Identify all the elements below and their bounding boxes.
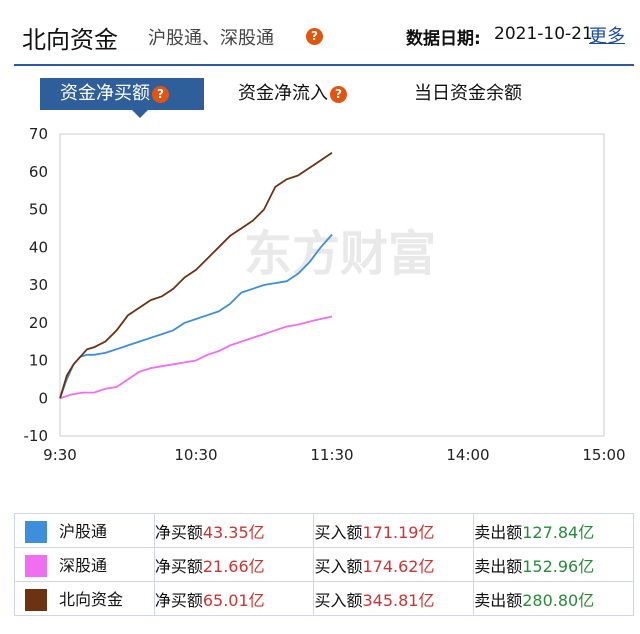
y-tick-label: 0 — [38, 389, 48, 407]
chart-axes: -10 0 10 20 30 40 50 60 70 9:30 10:30 11:30 14:00 15:… — [24, 125, 626, 464]
net-value: 43.35亿 — [202, 522, 265, 542]
legend-row: 北向资金 净买额65.01亿 买入额345.81亿 卖出额280.80亿 — [14, 581, 634, 616]
y-tick-label: 60 — [29, 163, 48, 181]
tab-label: 资金净买额 — [60, 83, 150, 104]
series-swatch — [25, 521, 47, 544]
sell-value: 127.84亿 — [522, 522, 595, 542]
page-subtitle: 沪股通、深股通 — [148, 28, 274, 49]
buy-label: 买入额 — [314, 590, 363, 610]
series-name: 沪股通 — [59, 521, 108, 541]
y-tick-label: 50 — [29, 201, 48, 219]
tab-label: 当日资金余额 — [414, 83, 522, 104]
sell-value: 280.80亿 — [522, 590, 595, 610]
sell-label: 卖出额 — [474, 522, 523, 542]
chart-grid — [59, 133, 605, 437]
y-tick-label: 20 — [29, 314, 48, 332]
tab-label: 资金净流入 — [238, 83, 328, 104]
header-divider — [14, 64, 634, 66]
series-line — [59, 234, 333, 399]
legend-cell: 北向资金 — [14, 581, 155, 616]
legend-table: 沪股通 净买额43.35亿 买入额171.19亿 卖出额127.84亿 深股通 净买额21… — [14, 513, 634, 616]
series-line — [59, 315, 333, 400]
help-icon[interactable]: ? — [330, 85, 347, 103]
page-title: 北向资金 — [22, 26, 118, 54]
buy-label: 买入额 — [314, 522, 363, 542]
help-icon[interactable]: ? — [152, 85, 169, 103]
net-label: 净买额 — [154, 556, 203, 576]
net-label: 净买额 — [154, 590, 203, 610]
net-value: 65.01亿 — [202, 590, 265, 610]
legend-cell: 卖出额127.84亿 — [473, 513, 634, 548]
tab-bar: 资金净买额? 资金净流入? 当日资金余额 — [0, 78, 640, 118]
legend-cell: 买入额174.62亿 — [313, 547, 475, 582]
buy-label: 买入额 — [314, 556, 363, 576]
legend-cell: 深股通 — [14, 547, 155, 582]
legend-cell: 买入额171.19亿 — [313, 513, 475, 548]
tab-net-buy[interactable]: 资金净买额? — [40, 78, 204, 118]
plot-frame — [59, 133, 605, 437]
y-tick-label: 40 — [29, 238, 48, 256]
series-name: 北向资金 — [59, 589, 124, 609]
line-chart: 东方财富 -10 0 10 20 30 40 50 60 70 9:30 10:30 11:30 14:… — [24, 125, 626, 464]
tab-net-inflow[interactable]: 资金净流入? — [238, 78, 347, 110]
legend-cell: 卖出额280.80亿 — [473, 581, 634, 616]
legend-cell: 卖出额152.96亿 — [473, 547, 634, 582]
header: 北向资金 沪股通、深股通 ? 数据日期: 2021-10-21 更多 — [0, 0, 640, 68]
legend-row: 沪股通 净买额43.35亿 买入额171.19亿 卖出额127.84亿 — [14, 513, 634, 548]
date-value: 2021-10-21 — [494, 24, 593, 44]
x-tick-label: 14:00 — [446, 446, 489, 464]
series-swatch — [25, 555, 47, 578]
net-value: 21.66亿 — [202, 556, 265, 576]
y-tick-label: 70 — [29, 125, 48, 143]
help-icon[interactable]: ? — [306, 28, 323, 45]
y-tick-label: 10 — [29, 352, 48, 370]
x-tick-label: 11:30 — [310, 446, 353, 464]
tab-daily-balance[interactable]: 当日资金余额 — [414, 78, 522, 110]
series-name: 深股通 — [59, 555, 108, 575]
buy-value: 345.81亿 — [362, 590, 435, 610]
legend-cell: 净买额43.35亿 — [153, 513, 315, 548]
sell-label: 卖出额 — [474, 590, 523, 610]
series-swatch — [25, 589, 47, 612]
x-tick-label: 15:00 — [582, 446, 625, 464]
sell-value: 152.96亿 — [522, 556, 595, 576]
legend-cell: 沪股通 — [14, 513, 155, 548]
legend-row: 深股通 净买额21.66亿 买入额174.62亿 卖出额152.96亿 — [14, 547, 634, 582]
y-tick-label: -10 — [24, 427, 49, 445]
watermark: 东方财富 — [244, 226, 436, 282]
sell-label: 卖出额 — [474, 556, 523, 576]
more-link[interactable]: 更多 — [589, 26, 625, 47]
buy-value: 174.62亿 — [362, 556, 435, 576]
legend-cell: 净买额21.66亿 — [153, 547, 315, 582]
legend-cell: 净买额65.01亿 — [153, 581, 315, 616]
x-tick-label: 10:30 — [174, 446, 217, 464]
series-line — [59, 152, 333, 399]
legend-cell: 买入额345.81亿 — [313, 581, 475, 616]
y-tick-label: 30 — [29, 276, 48, 294]
date-label: 数据日期: — [406, 29, 481, 49]
buy-value: 171.19亿 — [362, 522, 435, 542]
net-label: 净买额 — [154, 522, 203, 542]
chart-series — [59, 152, 333, 400]
x-tick-label: 9:30 — [43, 446, 77, 464]
